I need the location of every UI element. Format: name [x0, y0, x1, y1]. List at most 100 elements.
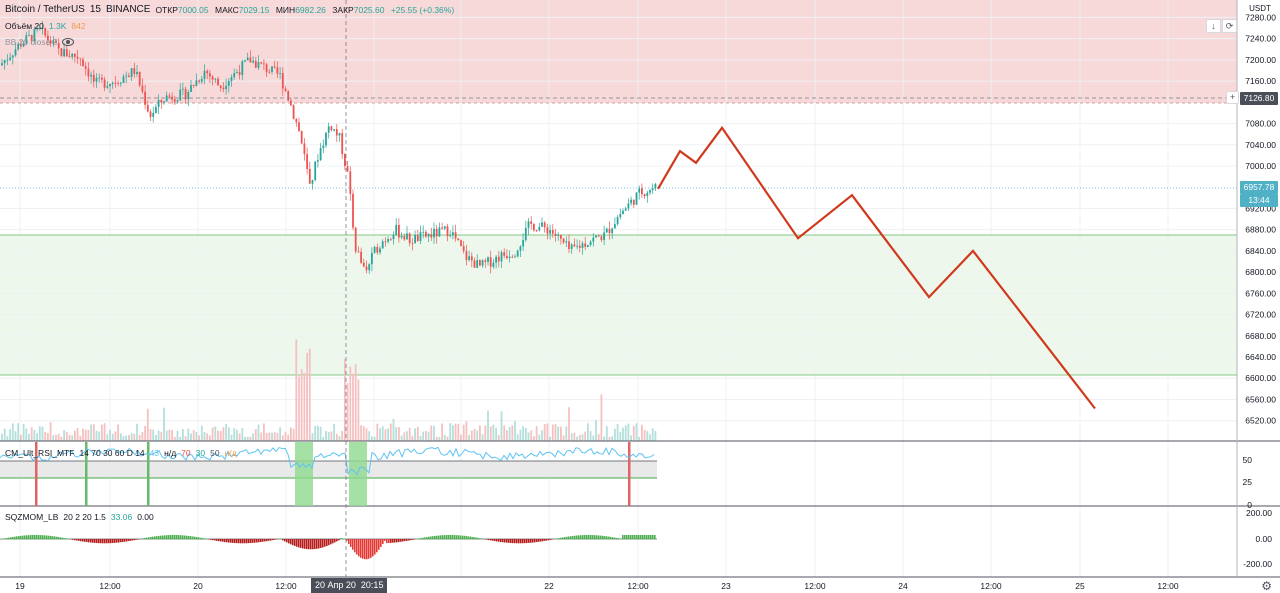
candle-body: [319, 148, 322, 161]
sqz-bar: [158, 535, 160, 540]
volume-bar: [214, 426, 217, 441]
volume-bar: [592, 435, 595, 441]
sqz-bar: [332, 539, 334, 544]
volume-bar: [416, 426, 419, 441]
volume-bar: [238, 433, 241, 441]
volume-bar: [465, 421, 468, 441]
sqz-bar: [410, 539, 412, 541]
candle-body: [311, 180, 314, 184]
candle-body: [6, 59, 9, 61]
volume-bar: [514, 421, 516, 441]
sqz-bar: [96, 539, 98, 544]
sqz-bar: [318, 539, 320, 549]
volume-bar: [433, 425, 435, 441]
volume-bar: [341, 430, 344, 441]
eye-icon[interactable]: [62, 38, 75, 46]
sqz-bar: [506, 539, 508, 543]
volume-legend[interactable]: Объём 20 1.3K 842: [5, 21, 86, 31]
volume-bar: [284, 431, 287, 441]
time-axis[interactable]: 19 12:00 20 12:00 22 12:00 23 12:00 24 12:00 25 12:…: [15, 581, 1179, 591]
sqz-bar: [538, 539, 540, 542]
candle-body: [109, 83, 111, 87]
volume-bar: [87, 430, 90, 441]
sqz-name[interactable]: SQZMOM_LB: [5, 512, 59, 522]
candle-body: [295, 118, 298, 123]
candle-body: [241, 61, 244, 75]
sqz-bar: [288, 539, 290, 544]
volume-bar: [52, 435, 55, 441]
volume-bar: [65, 432, 68, 441]
candle-body: [222, 87, 225, 90]
bb-name[interactable]: BB 20 close 2: [5, 37, 58, 47]
candle-body: [457, 238, 460, 241]
candle-body: [252, 60, 254, 63]
volume-name[interactable]: Объём 20: [5, 21, 44, 31]
sqz-bar: [64, 538, 66, 540]
rsi-legend[interactable]: CM_Ult_RSI_MTF 14 70 30 60 D 14 43 н/д 7…: [5, 448, 237, 458]
volume-bar: [646, 431, 649, 441]
volume-bar: [106, 434, 109, 441]
volume-bar: [373, 436, 376, 441]
volume-bar: [392, 418, 395, 441]
bb-legend[interactable]: BB 20 close 2: [5, 37, 75, 47]
volume-bar: [641, 424, 643, 441]
candle-body: [217, 78, 219, 86]
time-tick-label: 22: [544, 581, 554, 591]
sqz-bar: [498, 539, 500, 542]
volume-bar: [268, 432, 271, 441]
volume-bar: [276, 432, 279, 441]
sqz-bar: [18, 536, 20, 540]
sqz-bar: [26, 535, 28, 540]
candle-body: [168, 95, 171, 97]
sqz-legend[interactable]: SQZMOM_LB 20 2 20 1.5 33.06 0.00: [5, 512, 154, 522]
volume-bar: [462, 424, 465, 441]
sqz-bar: [112, 539, 114, 544]
candle-body: [468, 256, 470, 260]
sqz-bar: [618, 538, 620, 540]
volume-bar: [357, 379, 360, 441]
volume-value-2: 842: [71, 21, 86, 31]
refresh-button[interactable]: ⟳: [1222, 19, 1237, 33]
price-axis[interactable]: 7280.00 7240.00 7200.00 7160.00 7080.00 7040.…: [1245, 12, 1276, 425]
candle-body: [322, 145, 325, 149]
candle-body: [171, 96, 173, 100]
sqz-tick-label: 0.00: [1255, 534, 1272, 544]
candle-body: [422, 231, 425, 233]
symbol-name[interactable]: Bitcoin / TetherUS: [5, 4, 85, 15]
settings-button[interactable]: ⚙: [1261, 579, 1272, 593]
price-tick-label: 6560.00: [1245, 394, 1276, 404]
candle-body: [554, 233, 557, 237]
candle-body: [290, 100, 292, 106]
sqz-bar: [210, 539, 212, 540]
volume-bar: [209, 435, 211, 441]
sqz-bar: [50, 535, 52, 540]
sqz-bar: [244, 539, 246, 544]
candle-body: [244, 60, 246, 62]
candle-body: [160, 100, 163, 103]
volume-bar: [627, 423, 630, 441]
sqz-bar: [526, 539, 528, 544]
sqz-bar: [234, 539, 236, 544]
scroll-down-button[interactable]: ↓: [1206, 19, 1221, 33]
sqz-bar: [624, 535, 626, 540]
rsi-name[interactable]: CM_Ult_RSI_MTF: [5, 448, 75, 458]
sqz-bar: [354, 539, 356, 553]
sqz-bar: [514, 539, 516, 544]
symbol-legend[interactable]: Bitcoin / TetherUS 15 BINANCE ОТКР7000.0…: [5, 4, 458, 15]
add-level-button[interactable]: +: [1226, 91, 1239, 104]
volume-bar: [557, 426, 560, 441]
candle-body: [354, 227, 357, 252]
volume-bar: [384, 429, 387, 441]
rsi-signal-bar: [628, 442, 631, 506]
volume-bar: [179, 436, 182, 441]
rsi-signal-bars: [35, 442, 631, 506]
volume-bar: [489, 426, 492, 441]
sqz-bar: [36, 535, 38, 540]
sqz-bar: [144, 537, 146, 540]
sqz-bar: [284, 539, 286, 542]
symbol-interval[interactable]: 15: [89, 4, 101, 15]
volume-bar: [44, 431, 47, 441]
candle-body: [624, 208, 627, 211]
